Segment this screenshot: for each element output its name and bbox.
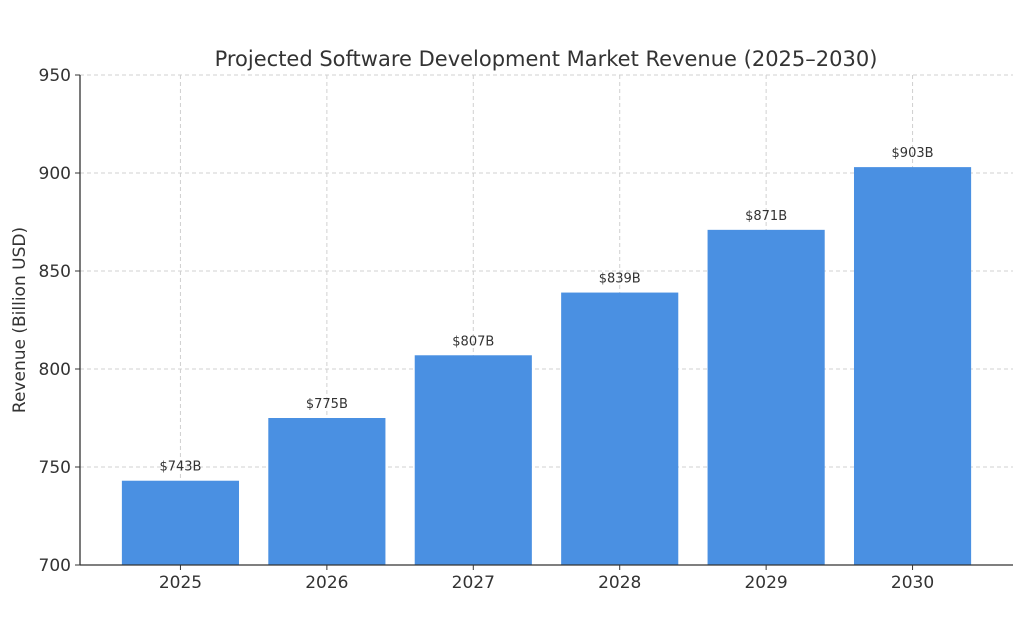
bar-2027 [414,355,532,565]
x-tick-label: 2028 [598,573,641,593]
x-tick-label: 2026 [305,573,348,593]
y-tick-label: 850 [39,262,71,282]
data-label-2029: $871B [745,209,787,224]
axes: 700 750 800 850 900 950 2025 2026 2027 2028 2029 20… [39,66,1013,593]
bar-2025 [121,480,240,565]
y-tick-label: 900 [39,164,71,184]
data-label-2030: $903B [892,146,934,161]
bar-2026 [268,418,386,565]
bar-2030 [853,167,972,565]
data-label-2027: $807B [452,334,494,349]
data-label-2028: $839B [599,272,641,287]
y-axis-label: Revenue (Billion USD) [10,227,30,413]
bars [121,167,972,565]
data-labels: $743B $775B $807B $839B $871B $903B [159,146,933,475]
y-tick-label: 800 [39,360,71,380]
x-tick-label: 2025 [159,573,202,593]
y-tick-label: 700 [39,556,71,576]
x-tick-label: 2029 [744,573,787,593]
x-tick-label: 2030 [891,573,934,593]
chart-title: Projected Software Development Market Re… [215,47,878,71]
x-tick-label: 2027 [452,573,495,593]
bar-2029 [707,229,825,565]
data-label-2026: $775B [306,397,348,412]
bar-2028 [561,292,679,565]
y-tick-label: 750 [39,458,71,478]
y-tick-label: 950 [39,66,71,86]
data-label-2025: $743B [159,460,201,475]
